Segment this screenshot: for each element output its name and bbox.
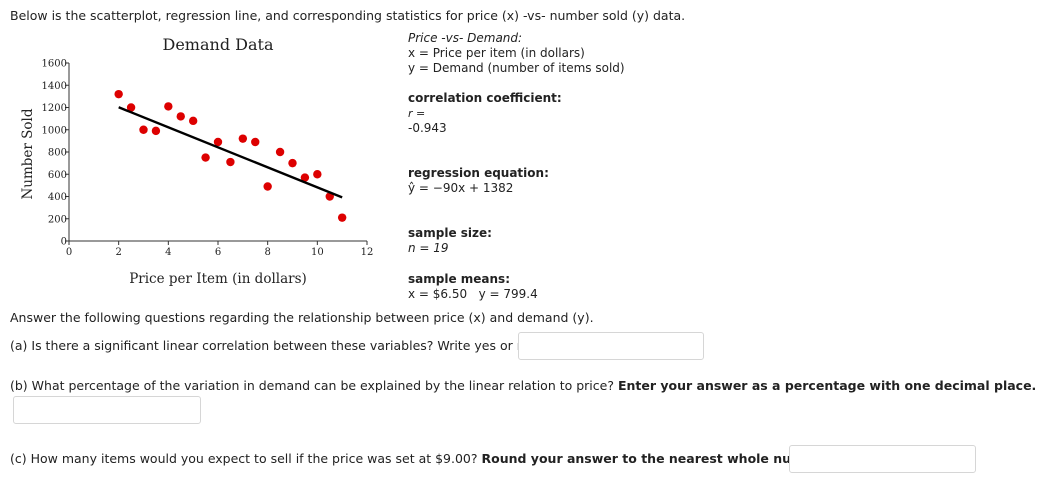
- n-value: n = 19: [408, 241, 449, 255]
- x-tick-label: 6: [215, 247, 221, 258]
- data-point: [151, 126, 161, 136]
- data-point: [238, 134, 248, 143]
- data-point: [114, 89, 123, 99]
- data-point: [313, 170, 322, 179]
- data-point: [300, 173, 310, 182]
- data-point: [226, 157, 235, 167]
- intro-text: Below is the scatterplot, regression lin…: [10, 8, 686, 23]
- stats-y-def: y = Demand (number of items sold): [408, 61, 625, 75]
- data-point: [213, 137, 223, 147]
- stats-x-def: x = Price per item (in dollars): [408, 46, 585, 60]
- question-a: (a) Is there a significant linear correl…: [10, 338, 533, 353]
- x-tick-label: 12: [361, 247, 374, 258]
- x-tick-label: 2: [115, 247, 121, 258]
- stats-heading: Price -vs- Demand:: [408, 31, 523, 45]
- data-point: [126, 103, 136, 112]
- answer-b-input[interactable]: [13, 396, 201, 424]
- y-tick-label: 600: [48, 170, 67, 181]
- data-point: [275, 147, 285, 157]
- data-point: [201, 153, 210, 162]
- corr-label: correlation coefficient:: [408, 91, 562, 105]
- instructions-text: Answer the following questions regarding…: [10, 310, 594, 325]
- data-point: [164, 102, 173, 111]
- x-tick-label: 0: [66, 247, 72, 258]
- question-c: (c) How many items would you expect to s…: [10, 451, 831, 466]
- reg-value: ŷ = −90x + 1382: [408, 181, 514, 195]
- data-point: [337, 213, 347, 222]
- means-value: x = $6.50 y = 799.4: [408, 287, 538, 301]
- r-label: r =: [408, 107, 426, 120]
- x-tick-label: 8: [264, 247, 270, 258]
- reg-label: regression equation:: [408, 166, 549, 180]
- question-b-bold: Enter your answer as a percentage with o…: [617, 378, 1037, 393]
- x-tick-label: 4: [165, 247, 171, 258]
- data-point: [251, 137, 260, 147]
- chart-ylabel: Number Sold: [20, 108, 36, 199]
- chart-axes: [68, 63, 367, 242]
- y-tick-label: 1000: [42, 125, 67, 136]
- y-tick-label: 200: [48, 214, 67, 225]
- question-b-text: (b) What percentage of the variation in …: [10, 378, 618, 393]
- means-label: sample means:: [408, 272, 510, 286]
- data-point: [188, 116, 198, 126]
- r-value: -0.943: [408, 121, 447, 135]
- data-point: [176, 112, 185, 121]
- chart-regression: [118, 106, 343, 199]
- chart-points: [114, 89, 347, 222]
- scatter-chart: 0 200 400 600 800 1000 1200 1400 1600 0 2 4 6 8 10 12 D…: [20, 35, 374, 287]
- y-tick-label: 1200: [42, 103, 67, 114]
- y-tick-label: 400: [48, 192, 67, 203]
- data-point: [288, 158, 297, 168]
- data-point: [263, 182, 272, 191]
- chart-ticks: 0 200 400 600 800 1000 1200 1400 1600 0 2 4 6 8 10 12: [42, 59, 374, 259]
- answer-a-input[interactable]: [518, 332, 704, 360]
- question-c-text: (c) How many items would you expect to s…: [10, 451, 482, 466]
- y-tick-label: 1400: [42, 81, 67, 92]
- question-c-bold: Round your answer to the nearest whole n…: [481, 451, 831, 466]
- regression-line: [118, 106, 343, 199]
- question-b: (b) What percentage of the variation in …: [10, 378, 1036, 393]
- chart-xlabel: Price per Item (in dollars): [129, 271, 307, 287]
- data-point: [139, 125, 148, 134]
- n-label: sample size:: [408, 226, 492, 240]
- y-tick-label: 1600: [42, 59, 67, 70]
- y-tick-label: 800: [48, 148, 67, 159]
- y-tick-label: 0: [61, 237, 67, 248]
- chart-title: Demand Data: [163, 35, 274, 54]
- x-tick-label: 10: [311, 247, 324, 258]
- answer-c-input[interactable]: [789, 445, 976, 473]
